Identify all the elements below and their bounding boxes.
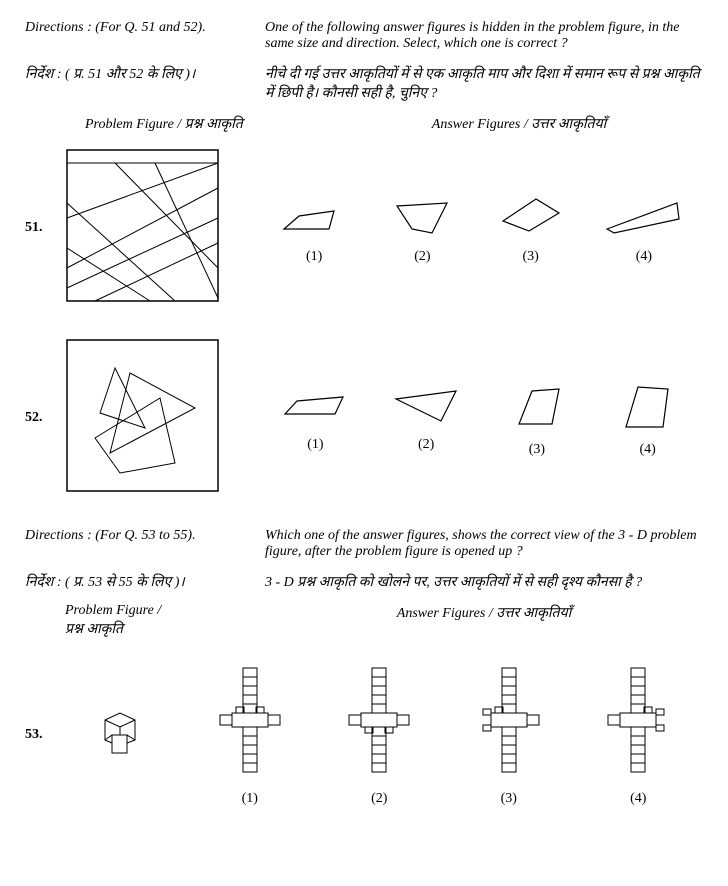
dir1-text-en: One of the following answer figures is h… bbox=[265, 20, 703, 52]
dir2-label-hi: निर्देश : ( प्र. 53 से 55 के लिए )। bbox=[25, 572, 265, 591]
q52-opt4-label: (4) bbox=[639, 442, 655, 458]
q51-problem-figure bbox=[65, 148, 220, 308]
q51-opt1[interactable]: (1) bbox=[274, 191, 354, 265]
q51-opt3-label: (3) bbox=[522, 249, 538, 265]
q51-opt4[interactable]: (4) bbox=[599, 191, 689, 265]
q51-opt1-label: (1) bbox=[306, 249, 322, 265]
q52-opt3[interactable]: (3) bbox=[497, 379, 577, 458]
q52-opt1[interactable]: (1) bbox=[275, 379, 355, 458]
section-headers-2: Problem Figure / प्रश्न आकृति Answer Fig… bbox=[65, 603, 703, 638]
q52-opt1-label: (1) bbox=[307, 437, 323, 453]
q53-opt3[interactable]: (3) bbox=[469, 663, 549, 807]
pf-header: Problem Figure / प्रश्न आकृति bbox=[85, 114, 335, 133]
q52-opt3-label: (3) bbox=[529, 442, 545, 458]
dir1-text-hi: नीचे दी गई उत्तर आकृतियों में से एक आकृत… bbox=[265, 64, 703, 102]
q53-opt1-label: (1) bbox=[242, 791, 258, 807]
q53-opt2-label: (2) bbox=[371, 791, 387, 807]
directions-2-en: Directions : (For Q. 53 to 55). Which on… bbox=[25, 528, 703, 560]
q51-num: 51. bbox=[25, 220, 65, 236]
q53-opt4[interactable]: (4) bbox=[598, 663, 678, 807]
q53-opt2[interactable]: (2) bbox=[339, 663, 419, 807]
q52-num: 52. bbox=[25, 410, 65, 426]
q53-num: 53. bbox=[25, 727, 65, 743]
dir2-text-en: Which one of the answer figures, shows t… bbox=[265, 528, 703, 560]
af-header: Answer Figures / उत्तर आकृतियाँ bbox=[335, 114, 703, 133]
question-53: 53. bbox=[25, 663, 703, 807]
dir1-label-hi: निर्देश : ( प्र. 51 और 52 के लिए )। bbox=[25, 64, 265, 83]
q53-opt4-label: (4) bbox=[630, 791, 646, 807]
q51-answer-figures: (1) (2) (3) (4) bbox=[260, 191, 703, 265]
q52-problem-figure bbox=[65, 338, 220, 498]
section-headers-1: Problem Figure / प्रश्न आकृति Answer Fig… bbox=[85, 114, 703, 133]
pf-header-2: Problem Figure / प्रश्न आकृति bbox=[65, 603, 265, 638]
q51-opt2-label: (2) bbox=[414, 249, 430, 265]
q51-opt2[interactable]: (2) bbox=[382, 191, 462, 265]
q51-opt4-label: (4) bbox=[636, 249, 652, 265]
dir2-label-en: Directions : (For Q. 53 to 55). bbox=[25, 528, 265, 544]
question-52: 52. (1) (2) (3) (4) bbox=[25, 338, 703, 498]
dir2-text-hi: 3 - D प्रश्न आकृति को खोलने पर, उत्तर आक… bbox=[265, 572, 703, 591]
q52-opt2-label: (2) bbox=[418, 437, 434, 453]
directions-2-hi: निर्देश : ( प्र. 53 से 55 के लिए )। 3 - … bbox=[25, 572, 703, 591]
q53-opt3-label: (3) bbox=[501, 791, 517, 807]
q51-opt3[interactable]: (3) bbox=[491, 191, 571, 265]
q52-answer-figures: (1) (2) (3) (4) bbox=[260, 379, 703, 458]
pf-header-2-hi: प्रश्न आकृति bbox=[65, 622, 123, 637]
question-51: 51. (1) (2) (3) (4) bbox=[25, 148, 703, 308]
q52-opt2[interactable]: (2) bbox=[386, 379, 466, 458]
q52-opt4[interactable]: (4) bbox=[608, 379, 688, 458]
q53-problem-figure bbox=[95, 705, 155, 765]
af-header-2: Answer Figures / उत्तर आकृतियाँ bbox=[265, 603, 703, 638]
directions-1-hi: निर्देश : ( प्र. 51 और 52 के लिए )। नीचे… bbox=[25, 64, 703, 102]
q53-opt1[interactable]: (1) bbox=[210, 663, 290, 807]
q53-answer-figures: (1) (2) bbox=[185, 663, 703, 807]
dir1-label-en: Directions : (For Q. 51 and 52). bbox=[25, 20, 265, 36]
directions-1-en: Directions : (For Q. 51 and 52). One of … bbox=[25, 20, 703, 52]
pf-header-2-en: Problem Figure / bbox=[65, 603, 161, 618]
